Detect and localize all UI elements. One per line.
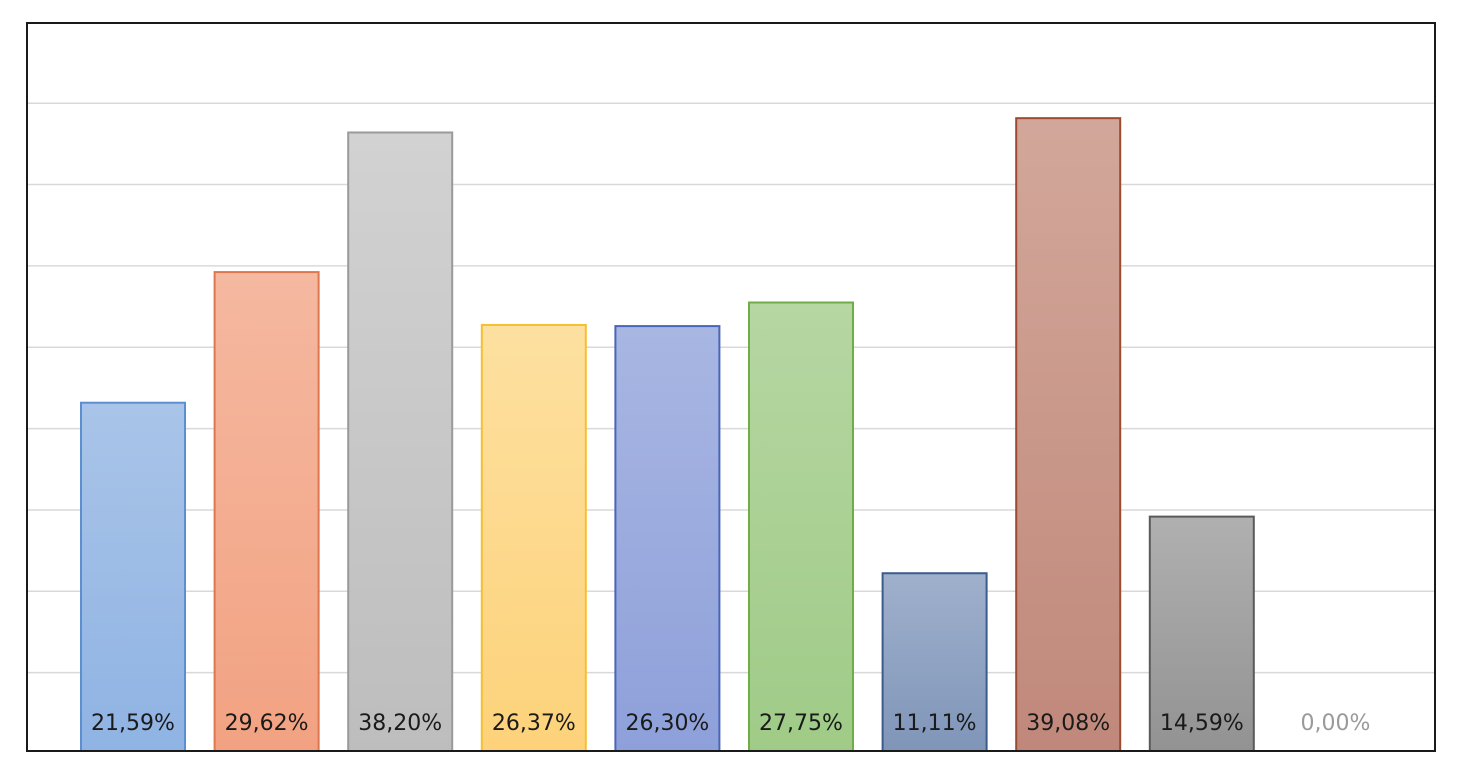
bar-chart: 21,59% 29,62% 38,20% 26,37% 26,30% 27,75% 11,1… [28, 102, 1434, 750]
bar-8 [1015, 117, 1122, 750]
bar-4 [480, 323, 587, 750]
bar-9 [1148, 515, 1255, 750]
data-label-4: 26,37% [492, 711, 576, 736]
chart-frame: 21,59% 29,62% 38,20% 26,37% 26,30% 27,75% 11,1… [26, 22, 1436, 752]
bar-3 [347, 131, 454, 750]
bar-7 [881, 572, 988, 750]
bars [80, 117, 1255, 750]
data-label-6: 27,75% [759, 711, 843, 736]
data-labels: 21,59% 29,62% 38,20% 26,37% 26,30% 27,75% 11,1… [91, 711, 1370, 736]
data-label-8: 39,08% [1026, 711, 1110, 736]
bar-6 [748, 301, 854, 750]
data-label-10: 0,00% [1300, 711, 1370, 736]
data-label-7: 11,11% [893, 711, 977, 736]
bar-2 [213, 271, 320, 750]
data-label-2: 29,62% [225, 711, 309, 736]
data-label-5: 26,30% [625, 711, 709, 736]
bar-1 [80, 401, 186, 750]
data-label-3: 38,20% [358, 711, 442, 736]
data-label-9: 14,59% [1160, 711, 1244, 736]
bar-5 [614, 325, 721, 750]
data-label-1: 21,59% [91, 711, 175, 736]
